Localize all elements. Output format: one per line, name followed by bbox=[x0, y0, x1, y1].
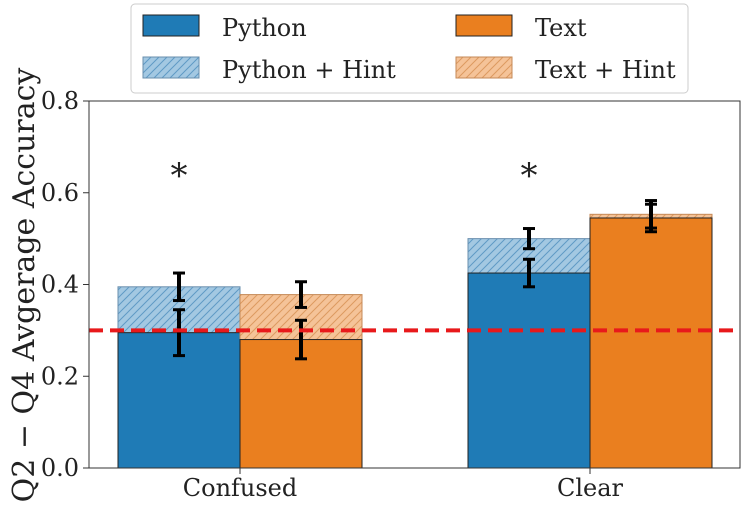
y-axis-ticks: 0.0 0.2 0.4 0.6 0.8 bbox=[41, 87, 89, 482]
error-bar-python-confused bbox=[173, 308, 185, 358]
legend-label-text: Text bbox=[535, 14, 587, 42]
y-tick-label: 0.6 bbox=[41, 179, 79, 207]
legend-swatch-python bbox=[142, 14, 200, 37]
legend-swatch-text bbox=[455, 14, 513, 37]
bar-text-clear bbox=[589, 217, 713, 469]
x-axis-ticks: Confused Clear bbox=[183, 468, 624, 502]
legend-swatch-python-hint bbox=[142, 56, 200, 79]
error-bar-text-hint-clear bbox=[645, 199, 657, 230]
legend-frame bbox=[130, 3, 689, 94]
y-tick-label: 0.8 bbox=[41, 87, 79, 115]
error-bar-python-clear bbox=[523, 257, 535, 289]
significance-star-clear: * bbox=[521, 156, 538, 196]
bars-layer bbox=[117, 213, 713, 469]
y-tick-label: 0.0 bbox=[41, 454, 79, 482]
error-bar-python-hint-clear bbox=[523, 227, 535, 251]
y-tick-label: 0.2 bbox=[41, 362, 79, 390]
y-tick-label: 0.4 bbox=[41, 271, 79, 299]
legend-label-python: Python bbox=[222, 14, 307, 42]
legend-label-text-hint: Text + Hint bbox=[535, 56, 676, 84]
significance-layer: * * bbox=[171, 156, 538, 196]
x-tick-label-confused: Confused bbox=[183, 474, 298, 502]
error-bar-text-hint-confused bbox=[295, 280, 307, 309]
x-tick-label-clear: Clear bbox=[557, 474, 624, 502]
error-bars-layer bbox=[173, 199, 657, 361]
legend-label-python-hint: Python + Hint bbox=[222, 56, 396, 84]
bar-python-clear bbox=[467, 272, 591, 469]
legend-swatch-text-hint bbox=[455, 56, 513, 79]
error-bar-python-hint-confused bbox=[173, 271, 185, 303]
error-bar-text-confused bbox=[295, 318, 307, 361]
legend: Python Text Python + Hint Text + Hint bbox=[130, 3, 689, 94]
y-axis-label: Q2 − Q4 Avgerage Accuracy bbox=[7, 68, 42, 503]
bar-text-confused bbox=[239, 339, 363, 469]
significance-star-confused: * bbox=[171, 156, 188, 196]
